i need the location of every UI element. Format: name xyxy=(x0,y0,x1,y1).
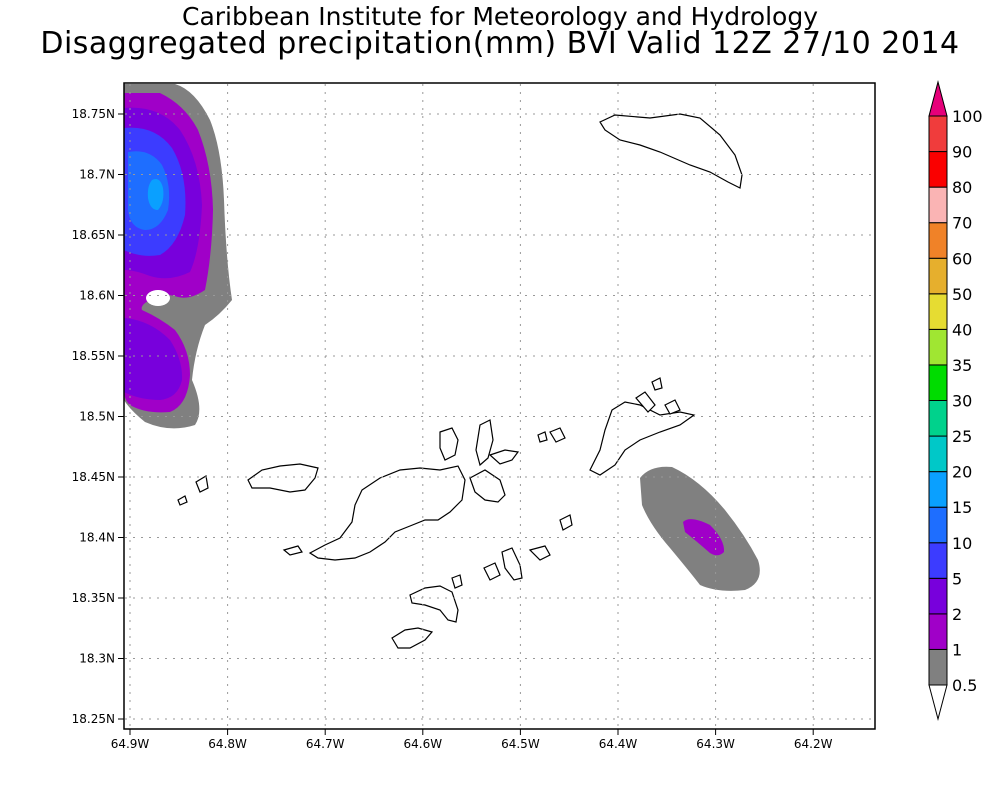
precipitation-field xyxy=(124,84,760,591)
island-ginger xyxy=(528,545,551,561)
colorbar-segment xyxy=(928,400,948,437)
colorbar-segment xyxy=(928,186,948,224)
lon-tick-label: 64.3W xyxy=(696,737,735,751)
colorbar-segment xyxy=(928,506,948,544)
island-salt xyxy=(483,562,501,581)
colorbar-level-label: 2 xyxy=(952,605,962,624)
island-fallen-jerusalem xyxy=(559,514,573,531)
lat-tick-label: 18.65N xyxy=(72,228,115,242)
lon-tick-label: 64.9W xyxy=(111,737,150,751)
title-institute: Caribbean Institute for Meteorology and … xyxy=(182,2,818,31)
colorbar-level-label: 60 xyxy=(952,249,972,268)
lat-tick-label: 18.25N xyxy=(72,712,115,726)
precip-contour-purple-east xyxy=(683,519,725,556)
island-virgin-gorda xyxy=(589,401,696,476)
lat-tick-label: 18.55N xyxy=(72,349,115,363)
colorbar-level-label: 35 xyxy=(952,356,972,375)
colorbar-over-triangle xyxy=(928,80,948,117)
lon-tick-label: 64.2W xyxy=(794,737,833,751)
island-prickly-pear xyxy=(664,399,681,415)
precip-contour-lightblue-west xyxy=(147,179,164,210)
colorbar-level-label: 25 xyxy=(952,427,972,446)
lat-tick-label: 18.4N xyxy=(79,531,115,545)
lat-tick-label: 18.35N xyxy=(72,591,115,605)
colorbar-level-label: 30 xyxy=(952,392,972,411)
island-norman xyxy=(391,627,434,649)
lon-tick-label: 64.6W xyxy=(404,737,443,751)
island-little-jost xyxy=(195,475,209,493)
longitude-axis: 64.9W 64.8W 64.7W 64.6W 64.5W 64.4W 64.3W 64.2W xyxy=(111,729,833,751)
colorbar-segment xyxy=(928,364,948,401)
island-jost-van-dyke xyxy=(247,463,319,493)
colorbar-segment xyxy=(928,328,948,366)
island-guana xyxy=(439,427,459,461)
island-marina-cay xyxy=(549,427,566,443)
lat-tick-label: 18.7N xyxy=(79,168,115,182)
lon-tick-label: 64.5W xyxy=(501,737,540,751)
island-great-camanoe xyxy=(475,419,494,467)
lat-tick-label: 18.5N xyxy=(79,410,115,424)
lon-tick-label: 64.4W xyxy=(599,737,638,751)
island-tortola-westend xyxy=(308,465,466,561)
island-beef-island xyxy=(488,449,520,465)
island-necker xyxy=(651,377,663,391)
colorbar-level-label: 90 xyxy=(952,143,972,162)
colorbar-level-label: 1 xyxy=(952,640,962,659)
island-peter xyxy=(409,585,459,623)
latitude-axis: 18.75N 18.7N 18.65N 18.6N 18.55N 18.5N 18.45N 1… xyxy=(72,107,124,726)
colorbar-level-label: 100 xyxy=(952,107,983,126)
colorbar-segment xyxy=(928,577,948,615)
title-product: Disaggregated precipitation(mm) BVI Vali… xyxy=(40,26,960,61)
island-anegada xyxy=(599,113,743,189)
island-sandy-cay xyxy=(177,495,188,506)
colorbar-segment xyxy=(928,115,948,153)
colorbar-level-label: 50 xyxy=(952,285,972,304)
island-thatch xyxy=(282,545,303,556)
lon-tick-label: 64.8W xyxy=(208,737,247,751)
land-outlines xyxy=(177,113,743,649)
colorbar-level-label: 20 xyxy=(952,463,972,482)
map-frame xyxy=(123,82,876,730)
colorbar-level-label: 0.5 xyxy=(952,676,977,695)
colorbar-level-label: 80 xyxy=(952,178,972,197)
island-cooper xyxy=(501,547,523,581)
colorbar-segment xyxy=(928,222,948,259)
colorbar-segment xyxy=(928,471,948,508)
lat-tick-label: 18.3N xyxy=(79,652,115,666)
lat-tick-label: 18.75N xyxy=(72,107,115,121)
lat-tick-label: 18.45N xyxy=(72,470,115,484)
colorbar-level-label: 70 xyxy=(952,214,972,233)
lat-tick-label: 18.6N xyxy=(79,289,115,303)
colorbar-level-label: 5 xyxy=(952,569,962,588)
island-norman-small xyxy=(451,574,463,589)
island-scrub xyxy=(537,431,548,443)
colorbar-level-label: 15 xyxy=(952,498,972,517)
precip-gap-west xyxy=(146,290,170,306)
colorbar-segment xyxy=(928,257,948,295)
colorbar-level-label: 40 xyxy=(952,320,972,339)
colorbar-segment xyxy=(928,542,948,579)
island-tortola-east xyxy=(469,469,506,503)
colorbar-under-triangle xyxy=(928,684,948,721)
island-mosquito xyxy=(635,391,656,413)
colorbar-segment xyxy=(928,613,948,650)
colorbar-level-label: 10 xyxy=(952,534,972,553)
colorbar-segment xyxy=(928,151,948,188)
colorbar-segment xyxy=(928,648,948,686)
colorbar-segment xyxy=(928,435,948,473)
colorbar-segment xyxy=(928,293,948,330)
lon-tick-label: 64.7W xyxy=(306,737,345,751)
precip-contour-violet-west-lower xyxy=(124,318,183,400)
map-gridlines xyxy=(125,84,874,728)
